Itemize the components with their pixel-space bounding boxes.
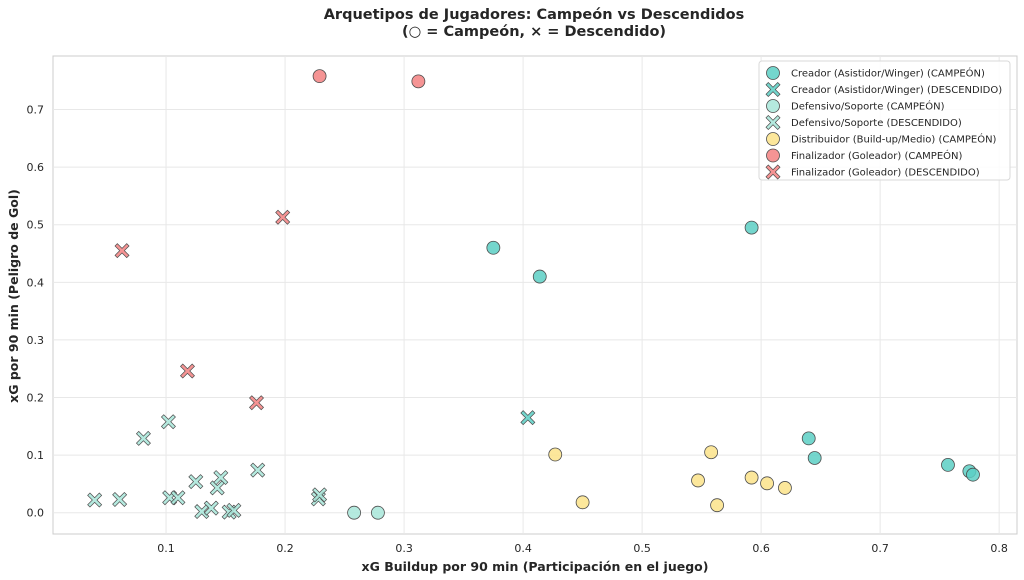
data-point	[135, 430, 151, 446]
data-point	[275, 209, 291, 225]
x-axis-label: xG Buildup por 90 min (Participación en …	[362, 559, 709, 574]
legend-label: Creador (Asistidor/Winger) (CAMPEÓN)	[791, 67, 985, 80]
x-tick-label: 0.6	[752, 542, 770, 555]
x-tick-label: 0.4	[514, 542, 532, 555]
legend-marker	[765, 82, 781, 97]
legend-marker	[766, 66, 780, 80]
data-point	[160, 414, 176, 430]
y-axis-ticks: 0.0 0.1 0.2 0.3 0.4 0.5 0.6 0.7	[27, 104, 45, 520]
data-point	[801, 431, 816, 446]
data-point	[691, 473, 705, 488]
data-point	[575, 495, 590, 510]
data-point	[704, 445, 719, 460]
y-tick-label: 0.6	[27, 161, 45, 174]
data-point	[941, 457, 955, 472]
legend-label: Defensivo/Soporte (DESCENDIDO)	[791, 118, 962, 129]
data-point	[226, 502, 242, 518]
y-tick-label: 0.7	[27, 104, 45, 117]
legend-marker	[766, 132, 780, 146]
data-point	[213, 470, 229, 486]
data-point	[312, 69, 327, 84]
data-point	[486, 240, 501, 255]
legend-marker	[766, 148, 780, 163]
data-point	[203, 500, 219, 516]
y-tick-label: 0.5	[27, 219, 45, 232]
legend-marker	[766, 99, 780, 113]
data-point	[114, 243, 130, 259]
legend-marker	[765, 115, 781, 130]
legend-label: Defensivo/Soporte (CAMPEÓN)	[791, 100, 945, 113]
data-point	[744, 470, 759, 485]
x-tick-label: 0.5	[633, 542, 651, 555]
legend-label: Finalizador (Goleador) (CAMPEÓN)	[791, 149, 962, 162]
data-point	[179, 363, 195, 379]
data-point	[710, 498, 724, 513]
x-tick-label: 0.1	[157, 542, 175, 555]
data-point	[548, 447, 563, 462]
chart-subtitle: (○ = Campeón, × = Descendido)	[402, 24, 666, 40]
data-points	[87, 69, 980, 520]
data-point	[532, 269, 547, 284]
y-tick-label: 0.0	[27, 507, 45, 520]
data-point	[250, 462, 266, 478]
data-point	[411, 74, 426, 89]
data-point	[188, 474, 204, 490]
x-axis-ticks: 0.1 0.2 0.3 0.4 0.5 0.6 0.7 0.8	[157, 542, 1008, 555]
data-point	[807, 451, 822, 465]
y-tick-label: 0.2	[27, 392, 45, 405]
x-tick-label: 0.8	[990, 542, 1008, 555]
data-point	[347, 505, 362, 520]
legend-label: Creador (Asistidor/Winger) (DESCENDIDO)	[791, 85, 1002, 96]
y-tick-label: 0.1	[27, 449, 45, 462]
data-point	[112, 491, 128, 507]
data-point	[371, 505, 385, 520]
data-point	[966, 467, 980, 482]
data-point	[249, 395, 265, 411]
x-tick-label: 0.3	[395, 542, 413, 555]
y-tick-label: 0.4	[27, 276, 45, 289]
x-tick-label: 0.7	[871, 542, 889, 555]
x-tick-label: 0.2	[276, 542, 294, 555]
legend-label: Distribuidor (Build-up/Medio) (CAMPEÓN)	[791, 133, 997, 146]
chart-title: Arquetipos de Jugadores: Campeón vs Desc…	[324, 7, 745, 23]
data-point	[170, 490, 186, 506]
data-point	[778, 481, 792, 495]
data-point	[760, 476, 774, 491]
legend-marker	[765, 164, 781, 180]
data-point	[312, 487, 328, 503]
data-point	[744, 220, 759, 235]
y-axis-label: xG por 90 min (Peligro de Gol)	[6, 189, 21, 403]
y-tick-label: 0.3	[27, 334, 45, 347]
data-point	[87, 492, 103, 508]
legend-frame	[758, 60, 1011, 181]
legend: Creador (Asistidor/Winger) (CAMPEÓN) Crea…	[758, 60, 1011, 181]
legend-label: Finalizador (Goleador) (DESCENDIDO)	[791, 168, 980, 179]
data-point	[520, 410, 536, 426]
